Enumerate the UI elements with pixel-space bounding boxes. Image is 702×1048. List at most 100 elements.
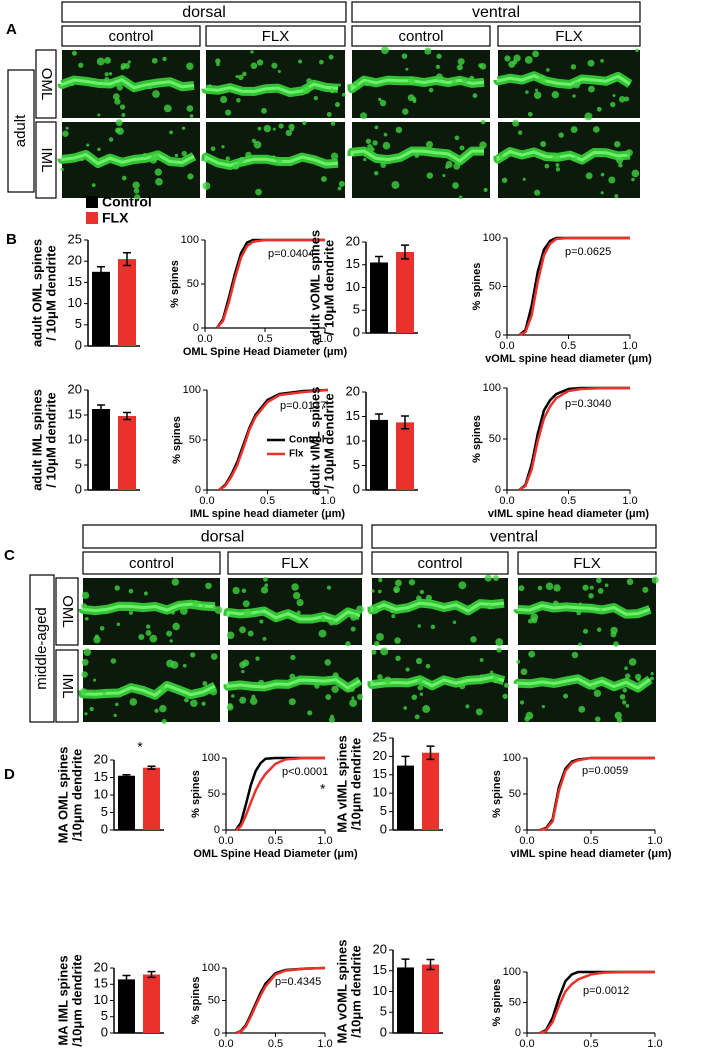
spine — [171, 578, 180, 586]
spine — [154, 708, 159, 713]
spine — [239, 626, 246, 634]
spine — [334, 102, 341, 108]
spine — [272, 155, 276, 159]
spine — [582, 584, 589, 591]
spine — [302, 86, 311, 94]
spine — [578, 705, 586, 713]
spine — [414, 153, 420, 158]
spine — [461, 78, 468, 85]
spine — [649, 676, 654, 681]
y-tick-label: 0 — [380, 1024, 387, 1039]
spine — [257, 126, 262, 131]
region-label: dorsal — [201, 529, 245, 546]
y-axis-label: % spines — [190, 977, 202, 1025]
spine — [628, 658, 637, 666]
spine — [225, 156, 231, 161]
cdf-line — [518, 236, 630, 337]
y-axis-label: adult OML spines — [29, 239, 44, 347]
y-axis-label: % spines — [190, 770, 202, 818]
y-tick-label: 15 — [346, 256, 360, 271]
y-tick-label: 0 — [353, 324, 360, 339]
spine — [622, 700, 627, 705]
spine — [353, 81, 359, 87]
spine — [524, 55, 533, 64]
spine — [201, 605, 206, 609]
spine — [363, 158, 367, 162]
condition-label: FLX — [281, 555, 309, 572]
spine — [616, 156, 624, 164]
spine — [251, 694, 256, 699]
region-header — [82, 524, 363, 549]
spine — [351, 696, 355, 700]
spine — [479, 674, 484, 679]
spine — [110, 658, 117, 664]
spine — [306, 78, 312, 84]
y-tick-label: 10 — [68, 431, 82, 446]
spine — [134, 194, 141, 201]
condition-header — [497, 25, 641, 47]
spine — [642, 586, 649, 593]
condition-label: control — [398, 28, 443, 45]
spine — [377, 589, 382, 594]
legend-label: FLX — [102, 210, 129, 226]
spine — [552, 153, 561, 162]
dendrite-core — [204, 82, 339, 95]
y-axis-label: adult IML spines — [29, 389, 44, 491]
spine — [192, 600, 200, 608]
y-axis-label: /10μm dendrite — [348, 738, 363, 830]
spine — [501, 177, 508, 184]
spine — [435, 73, 444, 81]
spine — [518, 585, 525, 592]
spine — [313, 95, 319, 101]
spine — [226, 703, 234, 711]
spine — [578, 602, 582, 606]
micrograph — [513, 650, 656, 723]
region-header — [371, 524, 657, 549]
spine — [272, 127, 276, 131]
spine — [163, 104, 172, 113]
spine — [403, 706, 408, 710]
age-box — [7, 69, 35, 193]
micrograph — [223, 576, 364, 647]
spine — [337, 186, 342, 191]
annotation: p=0.0404 — [268, 248, 314, 260]
x-axis-label: OML Spine Head Diameter (μm) — [193, 848, 358, 860]
spine — [495, 638, 504, 647]
spine — [142, 152, 148, 158]
spine — [493, 575, 499, 582]
spine — [328, 618, 335, 626]
legend-label: Flx — [289, 449, 304, 460]
error-bar — [401, 755, 410, 776]
spine — [81, 671, 88, 678]
layer-box — [55, 649, 79, 723]
spine — [587, 59, 595, 67]
condition-label: control — [417, 555, 462, 572]
spine — [238, 156, 245, 163]
y-tick-label: 0 — [495, 329, 501, 341]
bar — [118, 259, 136, 346]
condition-header — [205, 25, 346, 47]
spine — [262, 636, 267, 641]
cdf-line — [218, 388, 329, 492]
spine — [242, 71, 247, 77]
spine — [350, 614, 357, 621]
micrograph — [493, 48, 640, 121]
x-tick-label: 1.0 — [647, 835, 662, 847]
spine — [502, 693, 508, 699]
y-tick-label: 20 — [68, 381, 82, 396]
dendrite-core — [370, 601, 505, 613]
region-label: ventral — [490, 529, 538, 546]
error-bar — [123, 411, 131, 421]
spine — [596, 577, 602, 584]
spine — [384, 676, 392, 685]
spine — [330, 121, 336, 126]
bar — [143, 767, 160, 830]
spine — [614, 194, 619, 199]
y-tick-label: 0 — [195, 484, 201, 496]
y-tick-label: 20 — [346, 233, 360, 248]
spine — [321, 615, 325, 620]
spine — [374, 125, 379, 130]
spine — [285, 129, 292, 137]
x-tick-label: 0.0 — [197, 333, 212, 345]
spine — [349, 686, 355, 693]
